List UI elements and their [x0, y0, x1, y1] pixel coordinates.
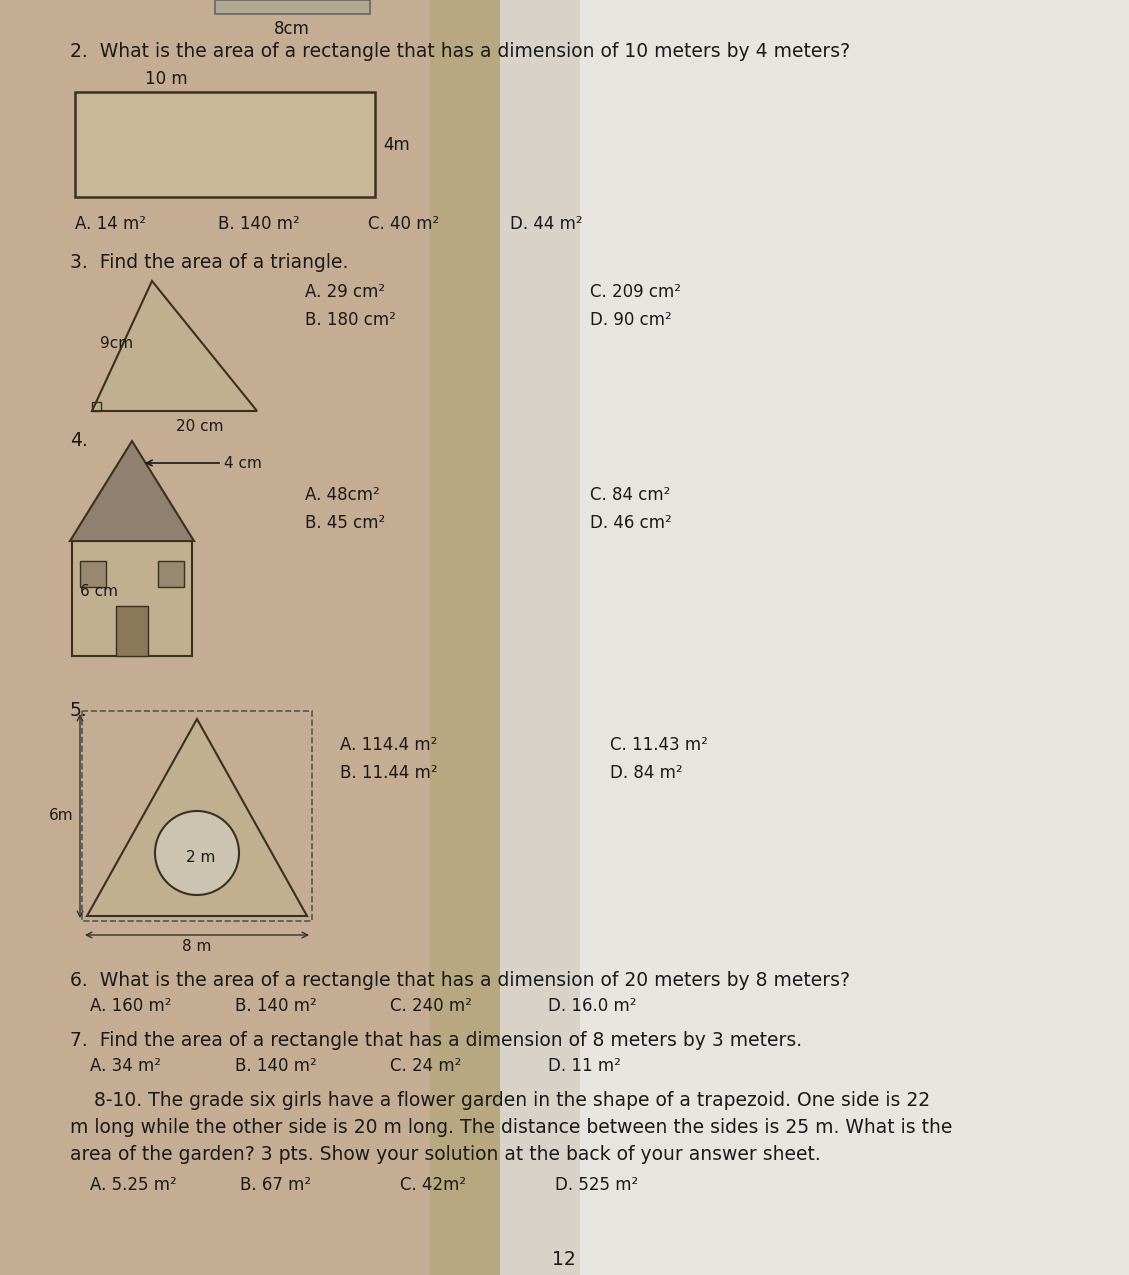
Text: 7.  Find the area of a rectangle that has a dimension of 8 meters by 3 meters.: 7. Find the area of a rectangle that has… [70, 1031, 802, 1051]
Text: 9cm: 9cm [100, 337, 133, 351]
Text: area of the garden? 3 pts. Show your solution at the back of your answer sheet.: area of the garden? 3 pts. Show your sol… [70, 1145, 821, 1164]
Text: B. 11.44 m²: B. 11.44 m² [340, 764, 438, 782]
Text: C. 209 cm²: C. 209 cm² [590, 283, 681, 301]
Bar [82, 711, 312, 921]
Text: D. 44 m²: D. 44 m² [510, 215, 583, 233]
Text: A. 29 cm²: A. 29 cm² [305, 283, 385, 301]
Text: m long while the other side is 20 m long. The distance between the sides is 25 m: m long while the other side is 20 m long… [70, 1118, 953, 1137]
Text: C. 84 cm²: C. 84 cm² [590, 486, 671, 504]
Text: A. 114.4 m²: A. 114.4 m² [340, 736, 437, 754]
Text: 4.: 4. [70, 431, 88, 450]
Polygon shape [70, 441, 194, 541]
Text: D. 84 m²: D. 84 m² [610, 764, 683, 782]
Text: B. 140 m²: B. 140 m² [235, 997, 317, 1015]
Text: D. 16.0 m²: D. 16.0 m² [548, 997, 637, 1015]
Text: 2 m: 2 m [186, 849, 216, 864]
Bar [158, 561, 184, 586]
Text: A. 48cm²: A. 48cm² [305, 486, 379, 504]
Text: 6m: 6m [50, 808, 75, 824]
Text: 6 cm: 6 cm [80, 584, 119, 598]
Text: 5.: 5. [70, 701, 88, 720]
Bar [75, 92, 375, 198]
Text: 8 m: 8 m [182, 938, 212, 954]
Text: C. 42m²: C. 42m² [400, 1176, 466, 1193]
Text: 10 m: 10 m [145, 70, 187, 88]
Bar [215, 0, 370, 14]
Text: C. 240 m²: C. 240 m² [390, 997, 472, 1015]
Circle shape [155, 811, 239, 895]
Text: D. 525 m²: D. 525 m² [555, 1176, 638, 1193]
Polygon shape [87, 719, 307, 915]
Text: B. 67 m²: B. 67 m² [240, 1176, 312, 1193]
Text: 2.  What is the area of a rectangle that has a dimension of 10 meters by 4 meter: 2. What is the area of a rectangle that … [70, 42, 850, 61]
Text: 20 cm: 20 cm [176, 419, 224, 434]
Text: B. 180 cm²: B. 180 cm² [305, 311, 396, 329]
Bar [72, 541, 192, 657]
Text: 3.  Find the area of a triangle.: 3. Find the area of a triangle. [70, 252, 349, 272]
Polygon shape [91, 280, 257, 411]
Text: D. 11 m²: D. 11 m² [548, 1057, 621, 1075]
Text: B. 140 m²: B. 140 m² [235, 1057, 317, 1075]
Text: A. 34 m²: A. 34 m² [90, 1057, 161, 1075]
Bar [91, 402, 100, 411]
Text: 4m: 4m [383, 135, 410, 153]
Text: C. 24 m²: C. 24 m² [390, 1057, 462, 1075]
Text: 8cm: 8cm [274, 20, 310, 38]
Text: A. 14 m²: A. 14 m² [75, 215, 146, 233]
Text: B. 140 m²: B. 140 m² [218, 215, 300, 233]
Text: D. 46 cm²: D. 46 cm² [590, 514, 672, 532]
Bar [80, 561, 106, 586]
Text: C. 11.43 m²: C. 11.43 m² [610, 736, 708, 754]
Bar [116, 606, 148, 657]
Text: B. 45 cm²: B. 45 cm² [305, 514, 385, 532]
Text: A. 5.25 m²: A. 5.25 m² [90, 1176, 177, 1193]
Text: A. 160 m²: A. 160 m² [90, 997, 172, 1015]
Text: 4 cm: 4 cm [224, 455, 262, 470]
Polygon shape [0, 0, 430, 1275]
Polygon shape [500, 0, 599, 1275]
Text: 6.  What is the area of a rectangle that has a dimension of 20 meters by 8 meter: 6. What is the area of a rectangle that … [70, 972, 850, 989]
Text: D. 90 cm²: D. 90 cm² [590, 311, 672, 329]
Polygon shape [580, 0, 1129, 1275]
Text: 8-10. The grade six girls have a flower garden in the shape of a trapezoid. One : 8-10. The grade six girls have a flower … [70, 1091, 930, 1111]
Text: C. 40 m²: C. 40 m² [368, 215, 439, 233]
Text: 12: 12 [552, 1250, 576, 1269]
Polygon shape [430, 0, 500, 1275]
